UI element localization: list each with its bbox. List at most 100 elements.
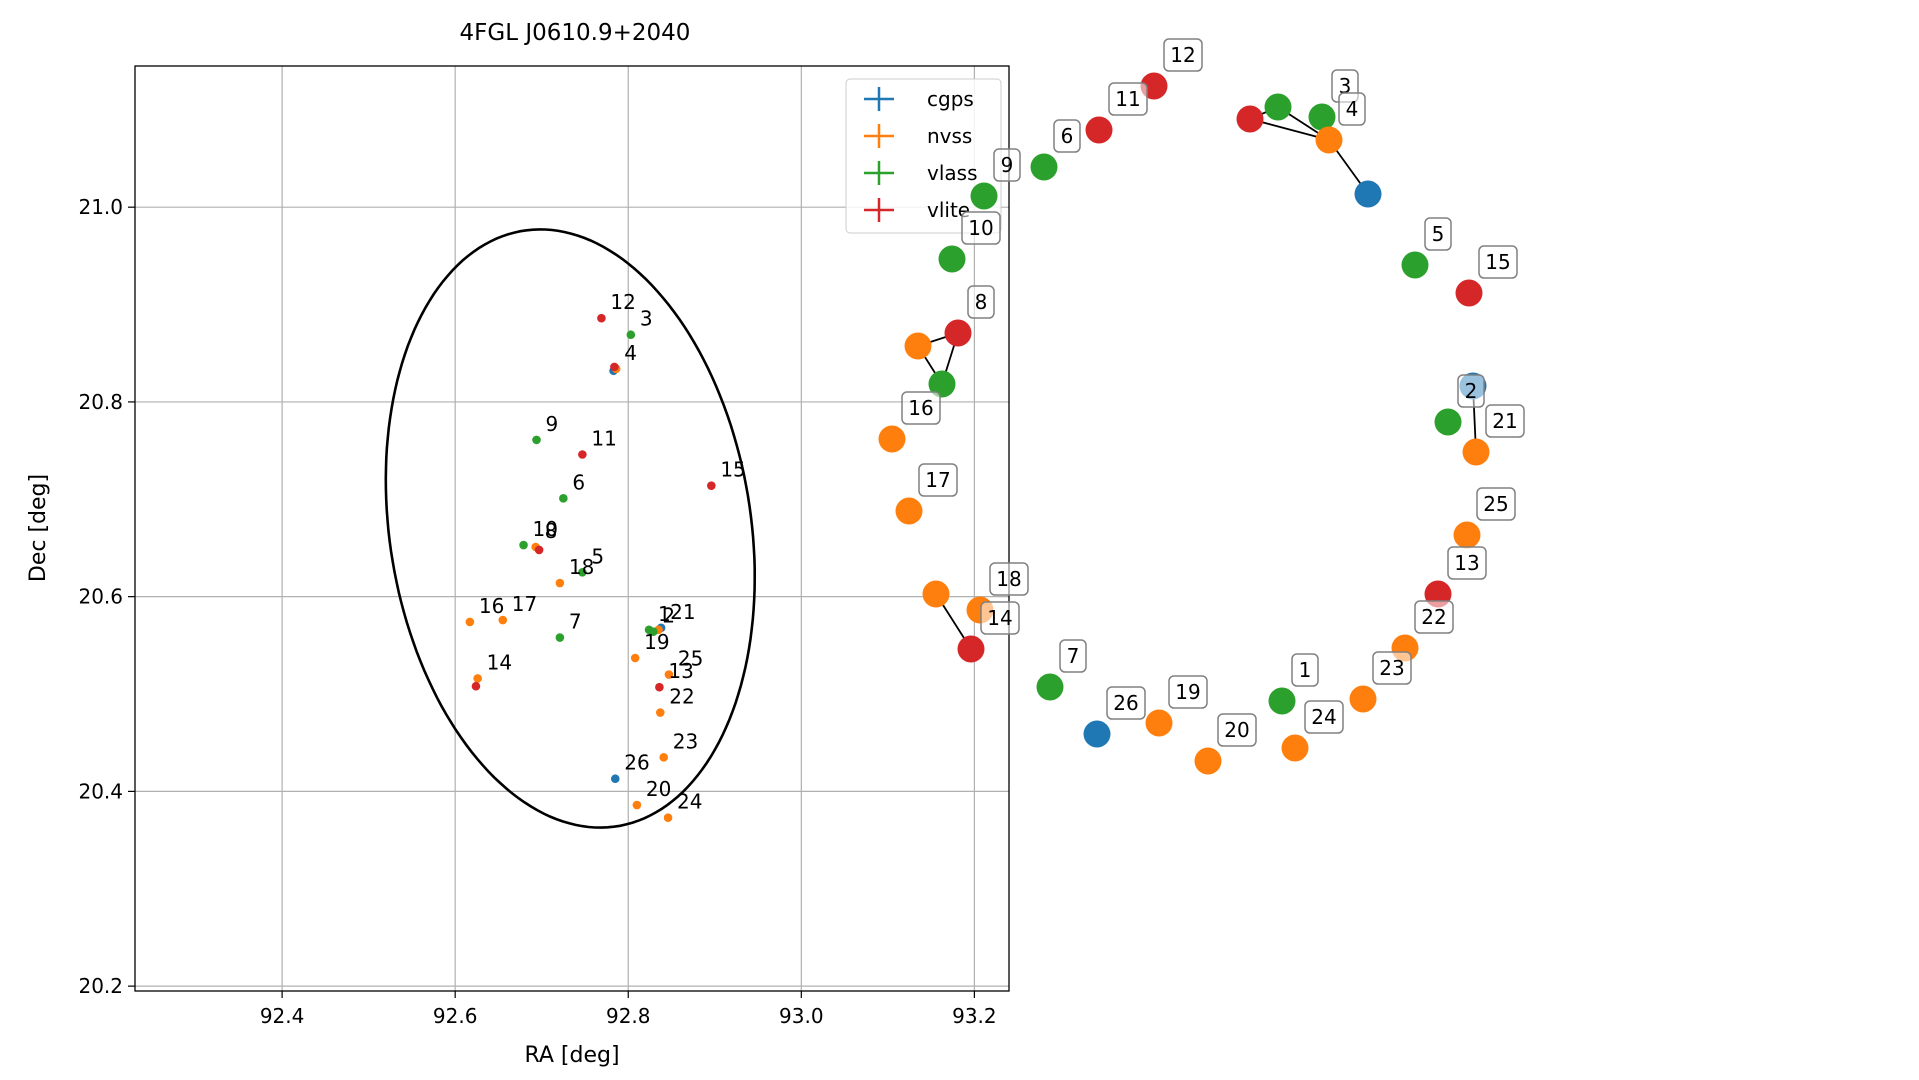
svg-text:12: 12 <box>1170 43 1195 67</box>
network-graph: 12 11 6 9 10 34 5 15 8 16 2 21 17 25 13 18 14 22 7 23 1 19 26 2… <box>878 38 1525 775</box>
graph-node-label: 24 <box>1304 700 1344 734</box>
graph-node-label: 18 <box>989 562 1029 596</box>
point-vlass <box>644 625 654 635</box>
point-label: 19 <box>644 630 669 654</box>
graph-node-nvss <box>895 497 923 525</box>
graph-node-cgps <box>1354 180 1382 208</box>
graph-node-label: 26 <box>1106 686 1146 720</box>
graph-node-label: 20 <box>1217 713 1257 747</box>
point-label: 17 <box>512 592 537 616</box>
point-vlite <box>578 450 587 459</box>
point-label: 21 <box>670 600 695 624</box>
point-vlass <box>626 330 636 340</box>
x-axis-label: RA [deg] <box>524 1043 619 1068</box>
svg-text:7: 7 <box>1067 644 1080 668</box>
graph-node-nvss <box>922 580 950 608</box>
graph-node-vlass <box>1268 687 1296 715</box>
svg-text:19: 19 <box>1175 680 1200 704</box>
point-label: 26 <box>624 751 649 775</box>
graph-node-vlass <box>1308 103 1336 131</box>
y-axis-label: Dec [deg] <box>26 474 51 582</box>
svg-text:21: 21 <box>1492 409 1517 433</box>
svg-text:5: 5 <box>1432 222 1445 246</box>
point-label: 7 <box>569 610 582 634</box>
svg-text:22: 22 <box>1421 605 1446 629</box>
graph-node-label: 9 <box>993 148 1021 182</box>
graph-node-vlite <box>957 635 985 663</box>
graph-node-label: 14 <box>980 601 1020 635</box>
graph-node-nvss <box>1281 734 1309 762</box>
graph-node-label: 5 <box>1424 217 1452 251</box>
point-label: 20 <box>646 777 671 801</box>
legend-item-vlass: vlass <box>864 161 978 185</box>
svg-text:25: 25 <box>1483 492 1508 516</box>
graph-node-vlite <box>1455 279 1483 307</box>
svg-text:16: 16 <box>908 396 933 420</box>
graph-node-nvss <box>1453 521 1481 549</box>
graph-node-vlass <box>1030 153 1058 181</box>
point-nvss <box>659 753 669 762</box>
point-label: 2 <box>662 604 675 628</box>
svg-text:15: 15 <box>1485 250 1510 274</box>
point-nvss <box>630 653 640 663</box>
graph-node-vlass <box>1401 251 1429 279</box>
point-vlite <box>534 545 544 555</box>
graph-node-vlite <box>944 319 972 347</box>
svg-text:26: 26 <box>1113 691 1138 715</box>
svg-text:23: 23 <box>1379 656 1404 680</box>
point-vlass <box>559 494 568 503</box>
point-vlite <box>471 681 481 691</box>
point-label: 25 <box>678 647 703 671</box>
point-label: 14 <box>487 650 512 674</box>
svg-text:17: 17 <box>925 468 950 492</box>
point-vlass <box>578 568 587 577</box>
svg-text:20: 20 <box>1224 718 1249 742</box>
point-nvss <box>655 708 665 717</box>
y-tick-label: 20.8 <box>78 390 123 414</box>
point-nvss <box>555 578 565 588</box>
point-vlass <box>532 435 541 445</box>
y-tick-label: 20.4 <box>78 779 123 803</box>
localization-ellipse-layer <box>384 228 756 829</box>
point-cgps <box>610 774 620 784</box>
point-label: 5 <box>591 544 604 568</box>
svg-text:2: 2 <box>1465 379 1478 403</box>
graph-node-label: 4 <box>1338 92 1366 126</box>
point-label: 1 <box>658 602 671 626</box>
graph-node-nvss <box>1315 126 1343 154</box>
graph-node-vlass <box>1036 673 1064 701</box>
point-nvss <box>632 800 642 810</box>
legend-label: nvss <box>927 124 972 148</box>
graph-node-nvss <box>1462 438 1490 466</box>
y-axis-ticks: 20.2 20.4 20.6 20.8 21.0 <box>78 195 135 998</box>
svg-text:14: 14 <box>987 606 1012 630</box>
graph-node-nvss <box>1145 709 1173 737</box>
graph-node-label: 25 <box>1476 487 1516 521</box>
svg-text:3: 3 <box>1339 74 1352 98</box>
point-label: 6 <box>572 470 585 494</box>
graph-node-nvss <box>878 425 906 453</box>
graph-node-vlass <box>970 182 998 210</box>
graph-node-label: 21 <box>1485 404 1525 438</box>
graph-node-vlass <box>1264 93 1292 121</box>
point-nvss <box>473 674 482 683</box>
graph-node-label: 19 <box>1168 675 1208 709</box>
graph-node-label: 15 <box>1478 245 1518 279</box>
graph-node-label: 16 <box>901 391 941 425</box>
graph-node-nvss <box>1194 747 1222 775</box>
point-label: 16 <box>479 594 504 618</box>
point-label: 24 <box>677 790 702 814</box>
graph-node-cgps <box>1083 720 1111 748</box>
svg-text:18: 18 <box>996 567 1021 591</box>
point-label: 9 <box>546 412 559 436</box>
point-label: 12 <box>610 290 635 314</box>
graph-node-vlite <box>1236 105 1264 133</box>
graph-node-label: 11 <box>1108 82 1148 116</box>
graph-node-label: 2 <box>1457 374 1485 408</box>
svg-text:1: 1 <box>1299 658 1312 682</box>
point-nvss <box>664 670 674 679</box>
data-points <box>465 313 716 822</box>
point-label: 15 <box>720 458 745 482</box>
